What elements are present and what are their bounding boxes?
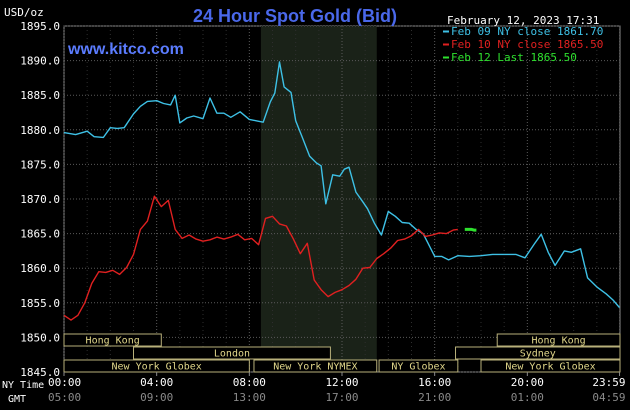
session-label: Sydney <box>520 349 556 360</box>
x-tick-label-ny: 20:00 <box>511 376 544 389</box>
price-series <box>63 61 621 321</box>
chart-title: 24 Hour Spot Gold (Bid) <box>193 6 397 26</box>
session-box <box>253 359 378 373</box>
session-label: Hong Kong <box>532 336 586 347</box>
y-tick-label: 1865.0 <box>20 228 60 241</box>
y-tick-label: 1870.0 <box>20 193 60 206</box>
x-tick-label-ny: 12:00 <box>325 376 358 389</box>
x-tick-label-gmt: 21:00 <box>418 391 451 404</box>
session-label: NY Globex <box>391 362 445 373</box>
x-tick-label-gmt: 05:00 <box>48 391 81 404</box>
y-tick-label: 1850.0 <box>20 331 60 344</box>
y-tick-label: 1885.0 <box>20 89 60 102</box>
session-box <box>455 346 621 360</box>
x-tick-label-gmt: 09:00 <box>140 391 173 404</box>
session-label: New York Globex <box>112 362 202 373</box>
date-label: February 12, 2023 17:31 <box>447 14 599 27</box>
x-tick-label-gmt: 13:00 <box>233 391 266 404</box>
session-box <box>496 333 621 347</box>
y-tick-label: 1875.0 <box>20 158 60 171</box>
x-tick-label-gmt: 04:59 <box>592 391 625 404</box>
y-tick-label: 1890.0 <box>20 55 60 68</box>
market-sessions: Hong Kong London New York Globex New York N… <box>63 333 621 373</box>
x-tick-label-ny: 00:00 <box>48 376 81 389</box>
ny-time-label: NY Time <box>2 380 44 391</box>
y-tick-label: 1880.0 <box>20 124 60 137</box>
session-label: Hong Kong <box>86 336 140 347</box>
y-tick-label: 1895.0 <box>20 20 60 33</box>
session-box <box>378 359 459 373</box>
session-label: London <box>214 349 250 360</box>
series-line-2 <box>63 195 458 321</box>
x-tick-label-ny: 04:00 <box>140 376 173 389</box>
x-tick-label-gmt: 01:00 <box>511 391 544 404</box>
y-tick-label: 1845.0 <box>20 366 60 379</box>
site-url: www.kitco.com <box>67 41 184 58</box>
legend-entry: Feb 10 NY close 1865.50 <box>451 38 603 51</box>
session-box <box>480 359 621 373</box>
session-label: New York Globex <box>505 362 595 373</box>
series-line-3 <box>464 227 477 232</box>
legend-entry: Feb 09 NY close 1861.70 <box>451 25 603 38</box>
x-tick-label-ny: 08:00 <box>233 376 266 389</box>
legend-entry: Feb 12 Last 1865.50 <box>451 51 577 64</box>
x-tick-label-ny: 16:00 <box>418 376 451 389</box>
y-tick-label: 1860.0 <box>20 262 60 275</box>
y-axis-ticks: 1895.0 1890.0 1885.0 1880.0 1875.0 1870.0 1865… <box>20 20 60 379</box>
y-tick-label: 1855.0 <box>20 297 60 310</box>
x-axis-ticks: 00:00 05:00 04:00 09:00 08:00 13:00 12:00 17:00… <box>48 372 626 404</box>
gmt-label: GMT <box>8 394 26 405</box>
x-tick-label-ny: 23:59 <box>592 376 625 389</box>
session-box <box>133 346 331 360</box>
series-line-1 <box>63 61 621 309</box>
grid-lines <box>63 25 621 373</box>
x-tick-label-gmt: 17:00 <box>325 391 358 404</box>
session-box <box>63 333 162 347</box>
session-label: New York NYMEX <box>273 362 357 373</box>
unit-label: USD/oz <box>4 6 44 19</box>
